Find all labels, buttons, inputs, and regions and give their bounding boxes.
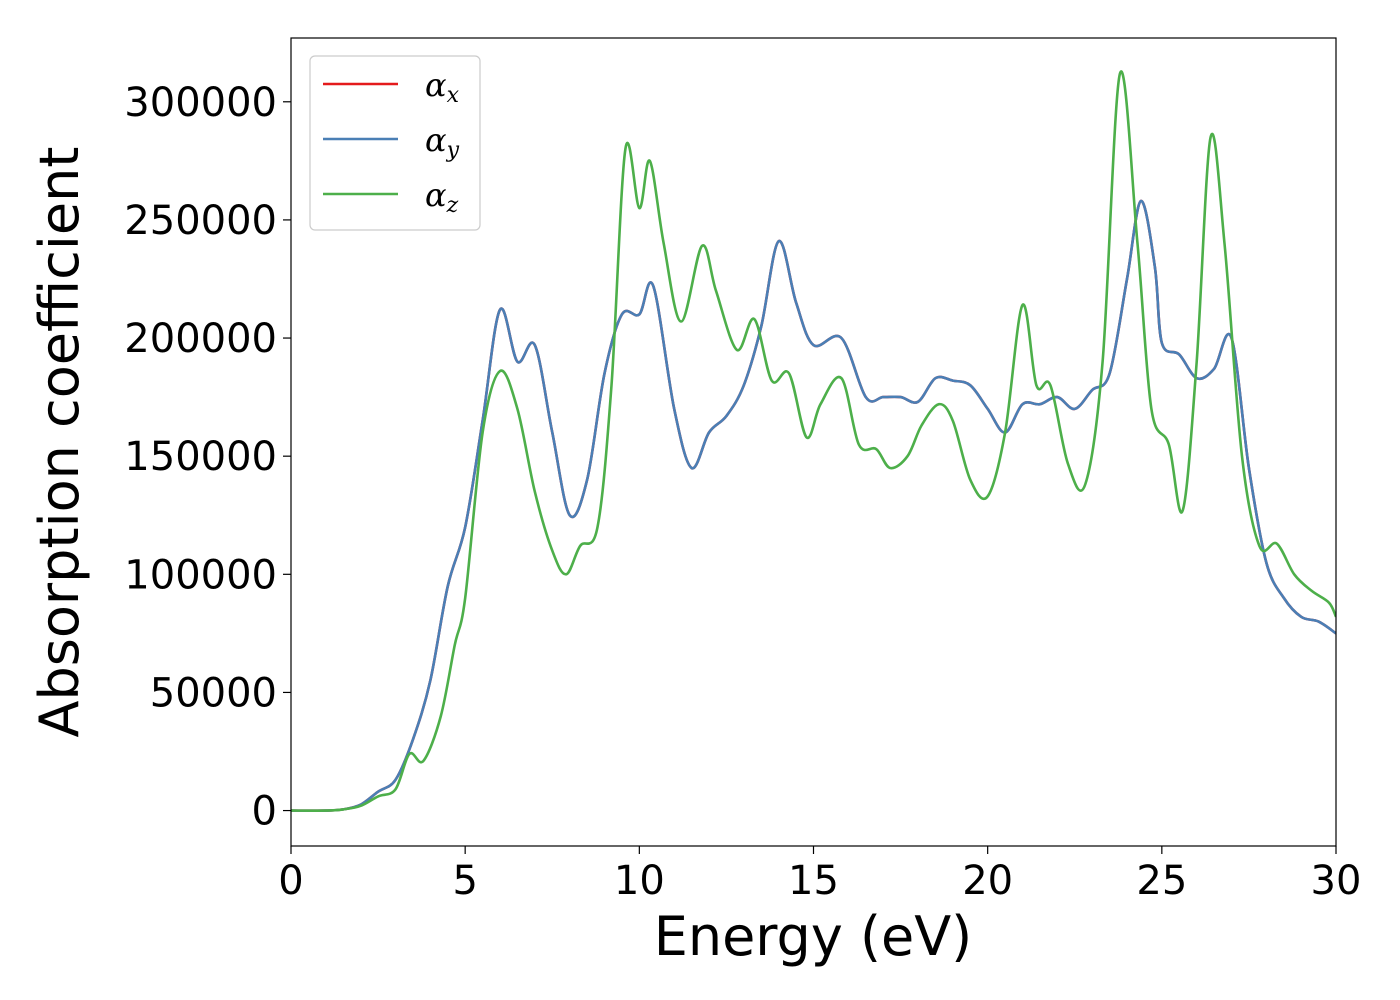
x-tick-label: 25: [1136, 858, 1187, 904]
y-axis-title: Absorption coefficient: [28, 147, 91, 738]
x-axis-title: Energy (eV): [654, 905, 973, 968]
y-tick-label: 300000: [124, 80, 277, 126]
series-line-y: [291, 199, 1336, 812]
series-line-z: [291, 70, 1336, 812]
y-tick-label: 250000: [124, 198, 277, 244]
legend-label-x: αx: [425, 66, 460, 108]
legend-label-z: αz: [425, 176, 459, 218]
legend: αx αy αz: [309, 55, 481, 231]
x-tick-label: 5: [452, 858, 477, 904]
x-tick-label: 20: [962, 858, 1013, 904]
legend-label-y: αy: [425, 121, 460, 163]
x-tick-label: 0: [278, 858, 303, 904]
x-tick-label: 10: [614, 858, 665, 904]
y-tick-label: 0: [252, 789, 277, 835]
series-layer: [291, 70, 1336, 812]
y-tick-label: 100000: [124, 552, 277, 598]
x-tick-label: 15: [788, 858, 839, 904]
y-axis: 0 50000 100000 150000 200000 250000 300000: [124, 80, 291, 835]
x-tick-label: 30: [1311, 858, 1362, 904]
y-tick-label: 200000: [124, 316, 277, 362]
legend-box: [309, 55, 481, 231]
x-axis: 0 5 10 15 20 25 30: [278, 846, 1361, 904]
y-tick-label: 50000: [150, 670, 277, 716]
y-tick-label: 150000: [124, 434, 277, 480]
